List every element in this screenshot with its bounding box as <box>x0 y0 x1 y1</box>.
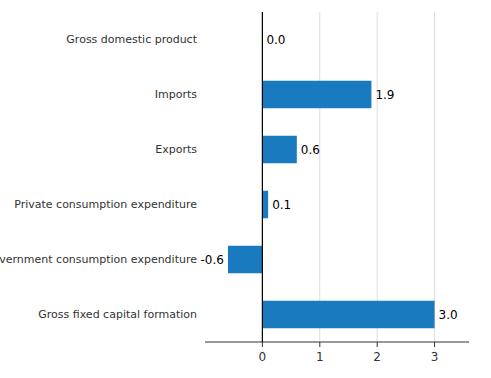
bar <box>262 191 268 219</box>
category-label: Government consumption expenditure <box>0 253 197 266</box>
tick-label: 3 <box>431 350 439 364</box>
x-axis: 0 1 2 3 <box>205 342 469 364</box>
category-label: Gross fixed capital formation <box>38 308 197 321</box>
axis-line <box>205 341 469 342</box>
tick-label: 0 <box>259 350 267 364</box>
data-label: 0.0 <box>266 33 285 47</box>
bars <box>228 81 435 329</box>
zero-line <box>262 12 263 342</box>
data-label: 0.1 <box>272 198 291 212</box>
tick-label: 1 <box>316 350 324 364</box>
tick-mark <box>262 342 263 347</box>
data-label: 0.6 <box>301 143 320 157</box>
data-label: 1.9 <box>375 88 394 102</box>
tick-mark <box>377 342 378 347</box>
tick-mark <box>319 342 320 347</box>
grid-line <box>262 12 263 342</box>
tick-label: 2 <box>373 350 381 364</box>
data-labels: 3.0 -0.6 0.1 0.6 1.9 0.0 <box>201 33 458 322</box>
bar <box>228 246 262 274</box>
data-label: -0.6 <box>201 253 224 267</box>
bar <box>262 81 371 109</box>
grid-line <box>434 12 435 342</box>
chart: 0 1 2 3 3.0 -0.6 0.1 0.6 1.9 0.0 Gross fixed capit… <box>0 0 491 378</box>
category-label: Gross domestic product <box>66 33 197 46</box>
grid <box>262 12 434 342</box>
category-label: Imports <box>155 88 198 101</box>
grid-line <box>377 12 378 342</box>
bar <box>262 136 296 164</box>
category-label: Exports <box>155 143 197 156</box>
grid-line <box>319 12 320 342</box>
category-label: Private consumption expenditure <box>14 198 197 211</box>
data-label: 3.0 <box>439 308 458 322</box>
tick-mark <box>434 342 435 347</box>
y-axis: Gross fixed capital formation Government … <box>0 33 198 321</box>
bar <box>262 301 434 329</box>
